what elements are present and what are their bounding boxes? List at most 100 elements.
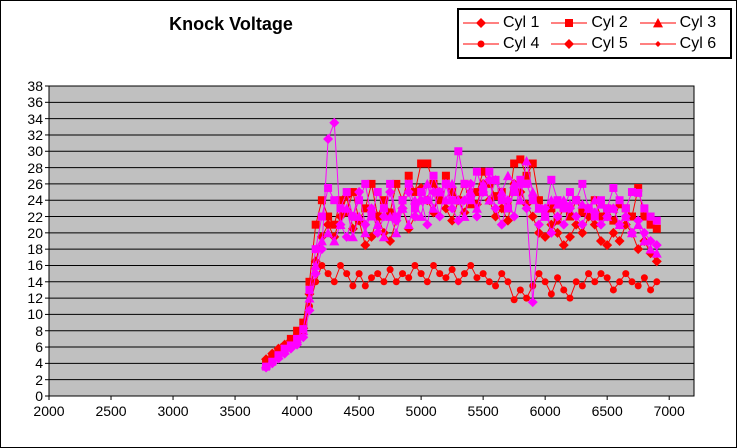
series-marker-cyl-2: [652, 224, 661, 233]
series-marker-cyl-5: [595, 219, 606, 230]
legend-marker-circle-icon: [477, 40, 485, 48]
series-marker-cyl-2: [373, 212, 382, 221]
series-marker-cyl-2: [299, 318, 308, 327]
series-marker-cyl-6: [609, 183, 618, 192]
series-marker-cyl-5: [558, 219, 569, 230]
series-marker-cyl-6: [652, 216, 661, 225]
series-marker-cyl-4: [405, 274, 413, 282]
series-marker-cyl-6: [634, 188, 643, 197]
series-marker-cyl-6: [417, 188, 426, 197]
series-marker-cyl-2: [615, 200, 624, 209]
legend-marker-triangle-icon: [652, 18, 663, 28]
chart-title: Knock Voltage: [169, 14, 293, 34]
y-axis-label: 30: [27, 143, 43, 160]
series-marker-cyl-6: [448, 196, 457, 205]
series-marker-cyl-5: [323, 134, 334, 145]
series-marker-cyl-6: [466, 196, 475, 205]
series-marker-cyl-2: [410, 188, 419, 197]
y-axis-label: 38: [27, 78, 43, 94]
series-marker-cyl-2: [522, 171, 531, 180]
series-marker-cyl-5: [626, 227, 637, 238]
series-marker-cyl-6: [516, 175, 525, 184]
series-marker-cyl-4: [349, 282, 357, 290]
series-line-cyl-4: [265, 264, 658, 363]
x-axis-label: 5000: [405, 403, 437, 419]
series-marker-cyl-3: [459, 211, 470, 221]
series-marker-cyl-4: [485, 278, 493, 286]
series-marker-cyl-1: [602, 240, 613, 251]
series-marker-cyl-6: [534, 204, 543, 213]
series-marker-cyl-5: [577, 219, 588, 230]
series-marker-cyl-1: [595, 236, 606, 246]
series-marker-cyl-6: [392, 212, 401, 221]
series-marker-cyl-5: [571, 211, 582, 222]
legend-item-cyl-6: Cyl 6: [639, 35, 727, 52]
legend-swatch-circle-icon: [463, 40, 499, 48]
series-marker-cyl-5: [527, 297, 538, 308]
legend-swatch-square-icon: [551, 19, 588, 28]
series-marker-cyl-4: [516, 286, 524, 294]
series-marker-cyl-6: [280, 344, 289, 353]
legend-swatch-triangle-icon: [639, 18, 676, 28]
series-marker-cyl-5: [620, 211, 631, 222]
series-marker-cyl-6: [485, 167, 494, 176]
x-axis-label: 5500: [467, 403, 499, 419]
series-marker-cyl-4: [461, 270, 469, 278]
x-axis-label: 4000: [281, 403, 313, 419]
series-marker-cyl-6: [547, 175, 556, 184]
series-marker-cyl-6: [565, 188, 574, 197]
y-axis-label: 28: [27, 159, 43, 176]
x-axis-label: 2000: [33, 403, 65, 419]
series-marker-cyl-3: [515, 195, 526, 205]
legend-label: Cyl 3: [679, 14, 717, 32]
series-marker-cyl-3: [496, 187, 507, 197]
series-marker-cyl-1: [571, 219, 582, 230]
series-marker-cyl-5: [552, 211, 563, 222]
y-axis-label: 4: [35, 355, 43, 372]
series-marker-cyl-2: [305, 277, 314, 286]
series-marker-cyl-6: [510, 188, 519, 197]
series-marker-cyl-4: [647, 286, 655, 294]
series-marker-cyl-4: [597, 270, 605, 278]
x-axis-label: 6500: [591, 403, 623, 419]
series-marker-cyl-3: [428, 203, 439, 213]
series-marker-cyl-5: [409, 211, 420, 222]
series-marker-cyl-6: [429, 171, 438, 180]
series-marker-cyl-5: [639, 227, 650, 238]
y-axis-label: 26: [27, 175, 43, 192]
series-marker-cyl-1: [527, 211, 538, 222]
y-axis-label: 2: [35, 371, 43, 388]
series-marker-cyl-4: [448, 266, 456, 274]
series-marker-cyl-6: [274, 351, 283, 360]
x-axis-label: 6000: [529, 403, 561, 419]
series-marker-cyl-4: [330, 278, 338, 286]
series-marker-cyl-6: [367, 212, 376, 221]
series-marker-cyl-3: [478, 178, 489, 189]
series-marker-cyl-4: [355, 270, 363, 278]
legend-swatch-diamond-icon: [551, 38, 588, 49]
y-axis-label: 36: [27, 94, 43, 111]
series-marker-cyl-4: [324, 270, 332, 278]
series-marker-cyl-1: [633, 244, 644, 255]
series-marker-cyl-3: [378, 231, 389, 242]
series-marker-cyl-5: [509, 211, 520, 222]
x-axis-label: 2500: [95, 403, 127, 419]
series-marker-cyl-4: [312, 278, 320, 286]
series-marker-cyl-4: [609, 286, 617, 294]
series-marker-cyl-3: [422, 178, 433, 189]
series-marker-cyl-1: [589, 219, 600, 230]
series-marker-cyl-5: [329, 117, 340, 128]
y-axis-label: 14: [27, 273, 43, 290]
series-marker-cyl-6: [584, 204, 593, 213]
series-marker-cyl-1: [360, 240, 371, 251]
series-marker-cyl-2: [392, 179, 401, 188]
x-axis-label: 3500: [219, 403, 251, 419]
series-marker-cyl-5: [372, 227, 383, 238]
series-marker-cyl-4: [430, 261, 438, 269]
series-marker-cyl-6: [348, 212, 357, 221]
series-marker-cyl-5: [645, 236, 656, 246]
series-marker-cyl-2: [429, 179, 438, 188]
series-marker-cyl-5: [310, 268, 321, 279]
series-marker-cyl-1: [577, 227, 588, 238]
series-marker-cyl-1: [447, 215, 458, 226]
